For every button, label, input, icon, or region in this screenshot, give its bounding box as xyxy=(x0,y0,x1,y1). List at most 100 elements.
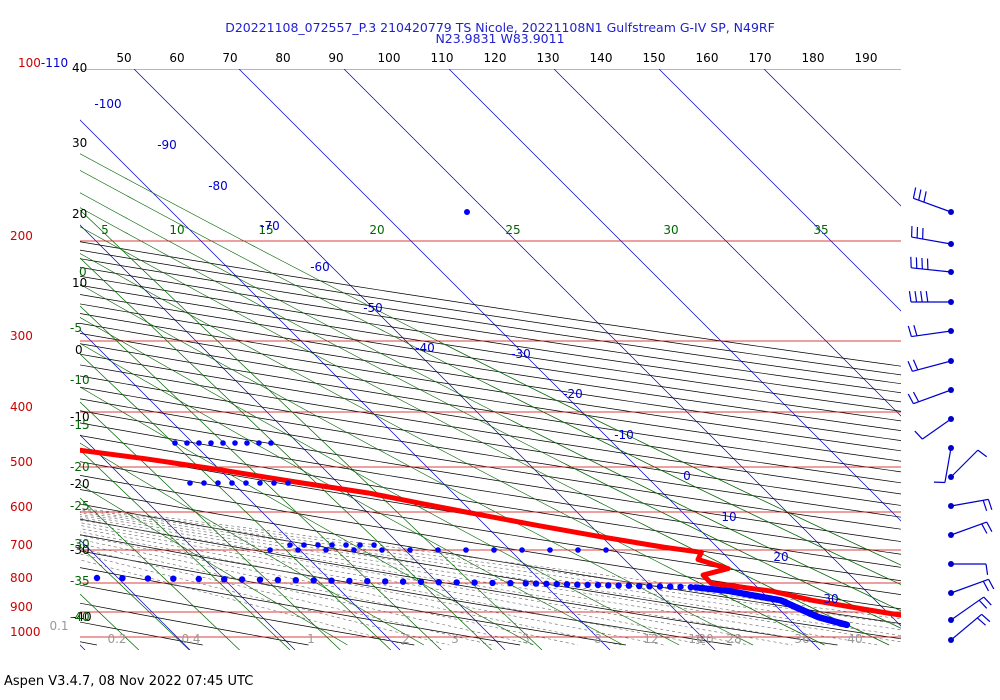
dewpoint-point xyxy=(195,575,202,583)
dry-adiabat-line xyxy=(80,422,901,555)
dewpoint-point xyxy=(31,485,37,491)
dewpoint-point xyxy=(0,491,1,497)
wind-barb xyxy=(907,387,954,405)
dewpoint-point xyxy=(553,580,560,588)
moist-adiabat-line xyxy=(80,528,707,646)
top-scale-label: 70 xyxy=(222,51,237,65)
mixing-ratio-line xyxy=(80,207,901,629)
temperature-trace xyxy=(80,447,901,618)
dewpoint-point xyxy=(215,480,221,486)
dry-adiabat-line xyxy=(80,258,901,385)
pressure-label: 900 xyxy=(10,600,33,614)
top-scale-label: 180 xyxy=(802,51,825,65)
dry-adiabat-label: 30 xyxy=(72,136,87,150)
dewpoint-point xyxy=(287,542,293,548)
isotherm-line xyxy=(80,539,191,650)
wind-barb xyxy=(948,596,992,623)
pressure-label: 700 xyxy=(10,538,33,552)
dry-adiabat-label: 10 xyxy=(72,276,87,290)
dewpoint-point xyxy=(229,480,235,486)
dry-adiabat-label: 20 xyxy=(72,207,87,221)
dewpoint-point xyxy=(301,542,307,548)
mixing-ratio-bottom-label: 16 xyxy=(688,632,703,646)
mixing-ratio-top-label: 25 xyxy=(505,223,520,237)
moist-adiabat-line xyxy=(80,531,664,646)
isotherm-label: 30 xyxy=(823,592,838,606)
wind-barb xyxy=(912,187,954,215)
dewpoint-point xyxy=(382,578,389,585)
dewpoint-point xyxy=(184,440,190,446)
isotherm-label: -50 xyxy=(363,301,383,315)
dewpoint-point xyxy=(238,576,246,583)
dewpoint-point xyxy=(584,581,591,588)
green-guide-line xyxy=(80,401,341,650)
mixing-ratio-top-label: 15 xyxy=(258,223,273,237)
dewpoint-point xyxy=(379,547,385,553)
dewpoint-point xyxy=(435,579,442,586)
mixing-ratio-line xyxy=(80,253,825,646)
dewpoint-point xyxy=(295,547,301,553)
mixing-ratio-top-label: 35 xyxy=(813,223,828,237)
dewpoint-point xyxy=(407,547,413,553)
dewpoint-point xyxy=(43,574,49,580)
dewpoint-point xyxy=(329,542,335,548)
dewpoint-point xyxy=(20,489,26,495)
pressure-label: 1000 xyxy=(10,625,41,639)
dewpoint-point xyxy=(274,576,282,584)
mixing-ratio-bottom-label: 5 xyxy=(522,632,530,646)
dry-adiabat-line xyxy=(80,621,203,646)
dewpoint-point xyxy=(507,579,514,587)
isotherm-label: -10 xyxy=(614,428,634,442)
dewpoint-point xyxy=(268,440,274,446)
dry-adiabat-label: -30 xyxy=(70,543,90,557)
dewpoint-point xyxy=(543,580,550,587)
green-guide-line xyxy=(80,497,240,650)
dewpoint-point xyxy=(292,577,299,584)
mixing-ratio-line xyxy=(80,153,901,566)
pressure-label: 300 xyxy=(10,329,33,343)
wind-barb xyxy=(948,613,991,643)
dewpoint-point xyxy=(51,486,57,492)
mixing-ratio-top-label: 10 xyxy=(169,223,184,237)
dewpoint-point xyxy=(285,480,291,486)
dewpoint-point xyxy=(575,547,581,553)
mixing-ratio-top-label: 5 xyxy=(101,223,109,237)
dry-adiabat-line xyxy=(80,275,901,403)
dewpoint-point xyxy=(357,542,363,548)
dewpoint-point xyxy=(256,440,262,446)
dewpoint-point xyxy=(196,440,202,446)
mixing-ratio-bottom-label: 2 xyxy=(402,632,410,646)
dewpoint-point xyxy=(44,485,50,491)
dewpoint-point xyxy=(323,547,329,553)
moist-adiabat-line xyxy=(80,522,793,646)
dewpoint-point xyxy=(243,480,249,486)
wind-barb xyxy=(948,578,995,596)
mixing-ratio-top-label: 20 xyxy=(369,223,384,237)
top-scale-label: 160 xyxy=(696,51,719,65)
green-guide-line xyxy=(80,257,492,650)
dry-adiabat-line xyxy=(80,313,901,441)
dewpoint-point xyxy=(563,581,571,588)
mixing-ratio-bottom-label: 0.1 xyxy=(49,619,68,633)
mixing-ratio-bottom-label: 36 xyxy=(794,632,809,646)
dewpoint-point xyxy=(364,578,371,585)
dry-adiabat-line xyxy=(80,294,901,422)
dry-adiabat-line xyxy=(80,489,901,624)
dry-adiabat-line xyxy=(80,584,415,646)
dewpoint-point xyxy=(271,480,277,486)
dewpoint-point xyxy=(45,487,51,493)
dewpoint-point xyxy=(463,547,469,553)
dewpoint-point xyxy=(14,489,20,495)
mixing-ratio-bottom-label: 12 xyxy=(643,632,658,646)
isotherm-line xyxy=(343,69,901,627)
mixing-ratio-line xyxy=(80,386,534,646)
isotherm-line xyxy=(238,69,821,650)
top-scale-label: 80 xyxy=(275,51,290,65)
isotherm-line xyxy=(763,69,901,207)
wind-barb xyxy=(910,256,954,275)
dry-adiabat-label: 40 xyxy=(72,61,87,75)
mixing-ratio-label: -20 xyxy=(70,460,90,474)
dewpoint-point xyxy=(119,575,126,582)
wind-barb xyxy=(907,358,954,372)
dewpoint-point xyxy=(267,547,273,553)
